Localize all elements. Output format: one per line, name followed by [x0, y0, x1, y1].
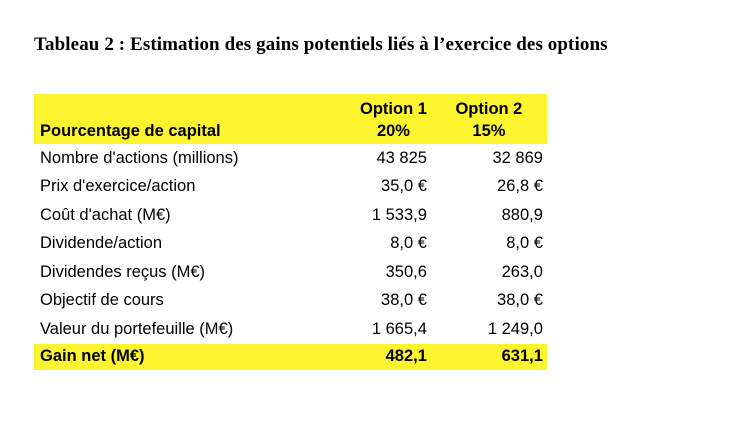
header-option1: Option 1: [360, 99, 427, 118]
row-option2-value: 8,0 €: [506, 234, 543, 253]
table-row: Coût d'achat (M€) 1 533,9 880,9: [34, 201, 547, 230]
row-label: Nombre d'actions (millions): [40, 148, 239, 167]
table-row: Nombre d'actions (millions) 43 825 32 86…: [34, 144, 547, 173]
row-label: Coût d'achat (M€): [40, 205, 171, 224]
row-option2-value: 32 869: [492, 148, 543, 167]
total-label: Gain net (M€): [40, 347, 145, 365]
header-option1-percentage: 20%: [376, 121, 410, 140]
table-row: Valeur du portefeuille (M€) 1 665,4 1 24…: [34, 315, 547, 344]
header-percentage-label: Pourcentage de capital: [40, 121, 221, 140]
row-option1-value: 38,0 €: [381, 291, 427, 310]
row-option2-value: 38,0 €: [497, 291, 543, 310]
row-option1-value: 350,6: [385, 262, 427, 281]
total-row: Gain net (M€) 482,1 631,1: [34, 343, 547, 370]
table-row: Dividende/action 8,0 € 8,0 €: [34, 230, 547, 259]
total-option2-value: 631,1: [501, 347, 543, 365]
row-label: Objectif de cours: [40, 291, 164, 310]
header-row-percentage: Pourcentage de capital 20% 15%: [34, 120, 547, 144]
header-row-options: Option 1 Option 2: [34, 94, 547, 120]
total-option1-value: 482,1: [385, 347, 427, 365]
row-option2-value: 880,9: [501, 205, 543, 224]
row-option1-value: 1 533,9: [371, 205, 427, 224]
row-label: Dividendes reçus (M€): [40, 262, 206, 281]
row-label: Valeur du portefeuille (M€): [40, 319, 234, 338]
table-row: Objectif de cours 38,0 € 38,0 €: [34, 287, 547, 316]
table-row: Prix d'exercice/action 35,0 € 26,8 €: [34, 173, 547, 202]
row-option1-value: 1 665,4: [371, 319, 427, 338]
options-table: Option 1 Option 2 Pourcentage de capital…: [34, 94, 547, 370]
header-option2-percentage: 15%: [472, 121, 506, 140]
row-option1-value: 43 825: [376, 148, 427, 167]
row-option1-value: 35,0 €: [381, 177, 427, 196]
header-blank-cell: [34, 94, 312, 120]
table-row: Dividendes reçus (M€) 350,6 263,0: [34, 258, 547, 287]
row-option1-value: 8,0 €: [390, 234, 427, 253]
row-option2-value: 26,8 €: [497, 177, 543, 196]
header-option2: Option 2: [455, 99, 523, 118]
row-option2-value: 1 249,0: [487, 319, 543, 338]
table-title: Tableau 2 : Estimation des gains potenti…: [34, 34, 608, 55]
row-label: Dividende/action: [40, 234, 162, 253]
row-label: Prix d'exercice/action: [40, 177, 196, 196]
row-option2-value: 263,0: [501, 262, 543, 281]
